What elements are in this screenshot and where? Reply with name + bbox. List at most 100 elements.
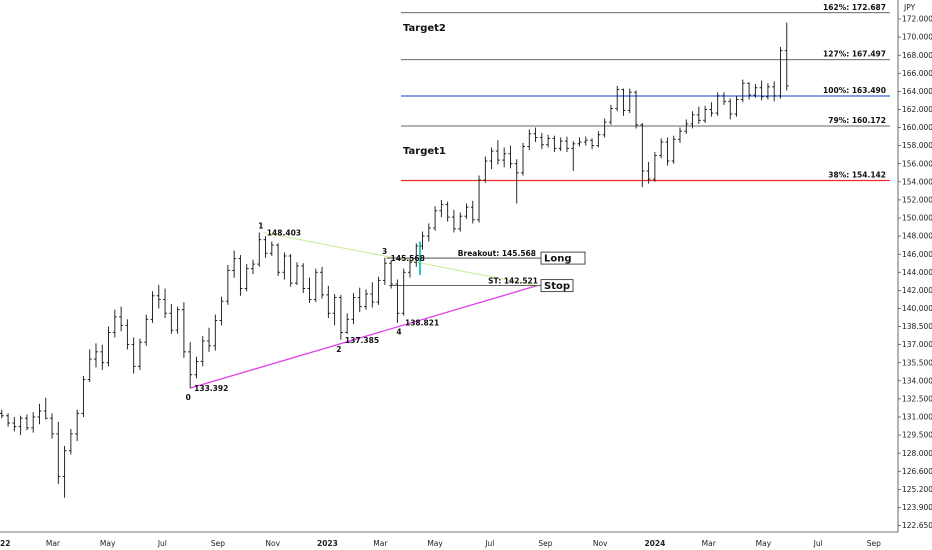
pivot-value: 148.403 — [267, 228, 301, 237]
pivot-id: 4 — [396, 328, 401, 337]
fib-level-label: 38%: 154.142 — [828, 171, 886, 180]
ohlc-bar — [552, 135, 557, 152]
y-tick-label: 162.000 — [902, 105, 932, 114]
resistance-trendline — [262, 231, 538, 287]
ohlc-bar — [194, 356, 199, 379]
ohlc-bar — [301, 263, 306, 294]
ohlc-bar — [445, 201, 450, 222]
y-tick-label: 156.000 — [902, 159, 932, 168]
y-tick-label: 152.000 — [902, 196, 932, 205]
trend-lines — [190, 231, 541, 389]
ohlc-bar — [250, 259, 255, 275]
ohlc-bar — [426, 223, 431, 242]
x-tick-label: May — [427, 539, 443, 548]
ohlc-bar — [87, 349, 92, 383]
ohlc-bar — [395, 279, 400, 323]
ohlc-bar — [590, 138, 595, 150]
ohlc-bar — [313, 268, 318, 303]
ohlc-bar — [125, 319, 130, 350]
ohlc-bar — [219, 296, 224, 326]
ohlc-bar — [646, 161, 651, 184]
ohlc-bar — [414, 243, 419, 267]
y-tick-label: 146.000 — [902, 250, 932, 259]
ohlc-bar — [539, 132, 544, 150]
ohlc-bar — [257, 232, 262, 267]
target-label: Target2 — [403, 23, 446, 34]
ohlc-bar — [56, 421, 61, 485]
ohlc-bar — [169, 303, 174, 334]
ohlc-bar — [12, 416, 17, 432]
ohlc-bar — [765, 83, 770, 100]
y-tick-label: 137.000 — [902, 340, 932, 349]
ohlc-bar — [200, 336, 205, 367]
ohlc-bar — [596, 131, 601, 148]
ohlc-bar — [527, 129, 532, 151]
y-tick-label: 122.650 — [902, 521, 932, 530]
y-tick-label: 158.000 — [902, 141, 932, 150]
ohlc-bar — [263, 236, 268, 258]
x-tick-label: Sep — [211, 539, 225, 548]
annotations: 162%: 172.687 127%: 167.497 100%: 163.490 7… — [186, 3, 886, 402]
ohlc-bar — [533, 127, 538, 143]
pivot-id: 3 — [382, 247, 387, 256]
ohlc-bar — [225, 265, 230, 305]
pivot-id: 0 — [186, 393, 191, 402]
ohlc-bar — [62, 445, 67, 498]
ohlc-bar — [351, 293, 356, 325]
pivot-value: 133.392 — [194, 384, 228, 393]
ohlc-bar — [615, 85, 620, 112]
ohlc-bar — [508, 145, 513, 169]
ohlc-bar — [703, 105, 708, 124]
ohlc-bar — [326, 285, 331, 319]
ohlc-bar — [269, 241, 274, 256]
ohlc-bar — [464, 203, 469, 219]
ohlc-bar — [665, 137, 670, 166]
y-tick-label: 128.000 — [902, 449, 932, 458]
stop-label: ST: 142.521 — [488, 277, 538, 286]
ohlc-bars — [0, 22, 789, 498]
stop-box-label: Stop — [544, 281, 570, 292]
x-tick-label: Nov — [265, 539, 280, 548]
y-tick-label: 135.500 — [902, 358, 932, 367]
ohlc-bar — [420, 231, 425, 250]
support-trendline — [190, 285, 538, 389]
ohlc-bar — [332, 293, 337, 326]
ohlc-bar — [119, 306, 124, 332]
ohlc-bar — [6, 413, 11, 427]
ohlc-bar — [320, 266, 325, 299]
ohlc-bar — [728, 98, 733, 120]
fib-level-label: 79%: 160.172 — [828, 116, 886, 125]
y-tick-label: 172.000 — [902, 15, 932, 24]
y-tick-label: 132.500 — [902, 394, 932, 403]
y-tick-label: 166.000 — [902, 69, 932, 78]
ohlc-bar — [50, 413, 55, 439]
fib-level-label: 162%: 172.687 — [823, 3, 886, 12]
ohlc-bar — [382, 257, 387, 285]
ohlc-bar — [238, 255, 243, 296]
x-tick-label: May — [100, 539, 116, 548]
pivot-value: 138.821 — [405, 319, 439, 328]
y-tick-label: 125.200 — [902, 485, 932, 494]
ohlc-bar — [93, 343, 98, 368]
ohlc-bar — [357, 287, 362, 313]
ohlc-bar — [376, 276, 381, 305]
stop-box — [540, 279, 574, 293]
ohlc-bar — [163, 288, 168, 319]
ohlc-bar — [778, 47, 783, 99]
ohlc-bar — [43, 397, 48, 420]
y-tick-label: 148.000 — [902, 232, 932, 241]
breakout-label: Breakout: 145.568 — [458, 249, 536, 258]
x-tick-label: Sep — [538, 539, 552, 548]
ohlc-bar — [715, 92, 720, 116]
ohlc-bar — [784, 22, 789, 91]
ohlc-bar — [175, 306, 180, 334]
ohlc-bar — [439, 199, 444, 218]
ohlc-bar — [370, 282, 375, 308]
ohlc-bar — [483, 156, 488, 183]
ohlc-bar — [583, 136, 588, 146]
ohlc-bar — [627, 88, 632, 114]
ohlc-bar — [721, 92, 726, 105]
y-tick-label: 142.000 — [902, 286, 932, 295]
ohlc-bar — [24, 414, 29, 431]
